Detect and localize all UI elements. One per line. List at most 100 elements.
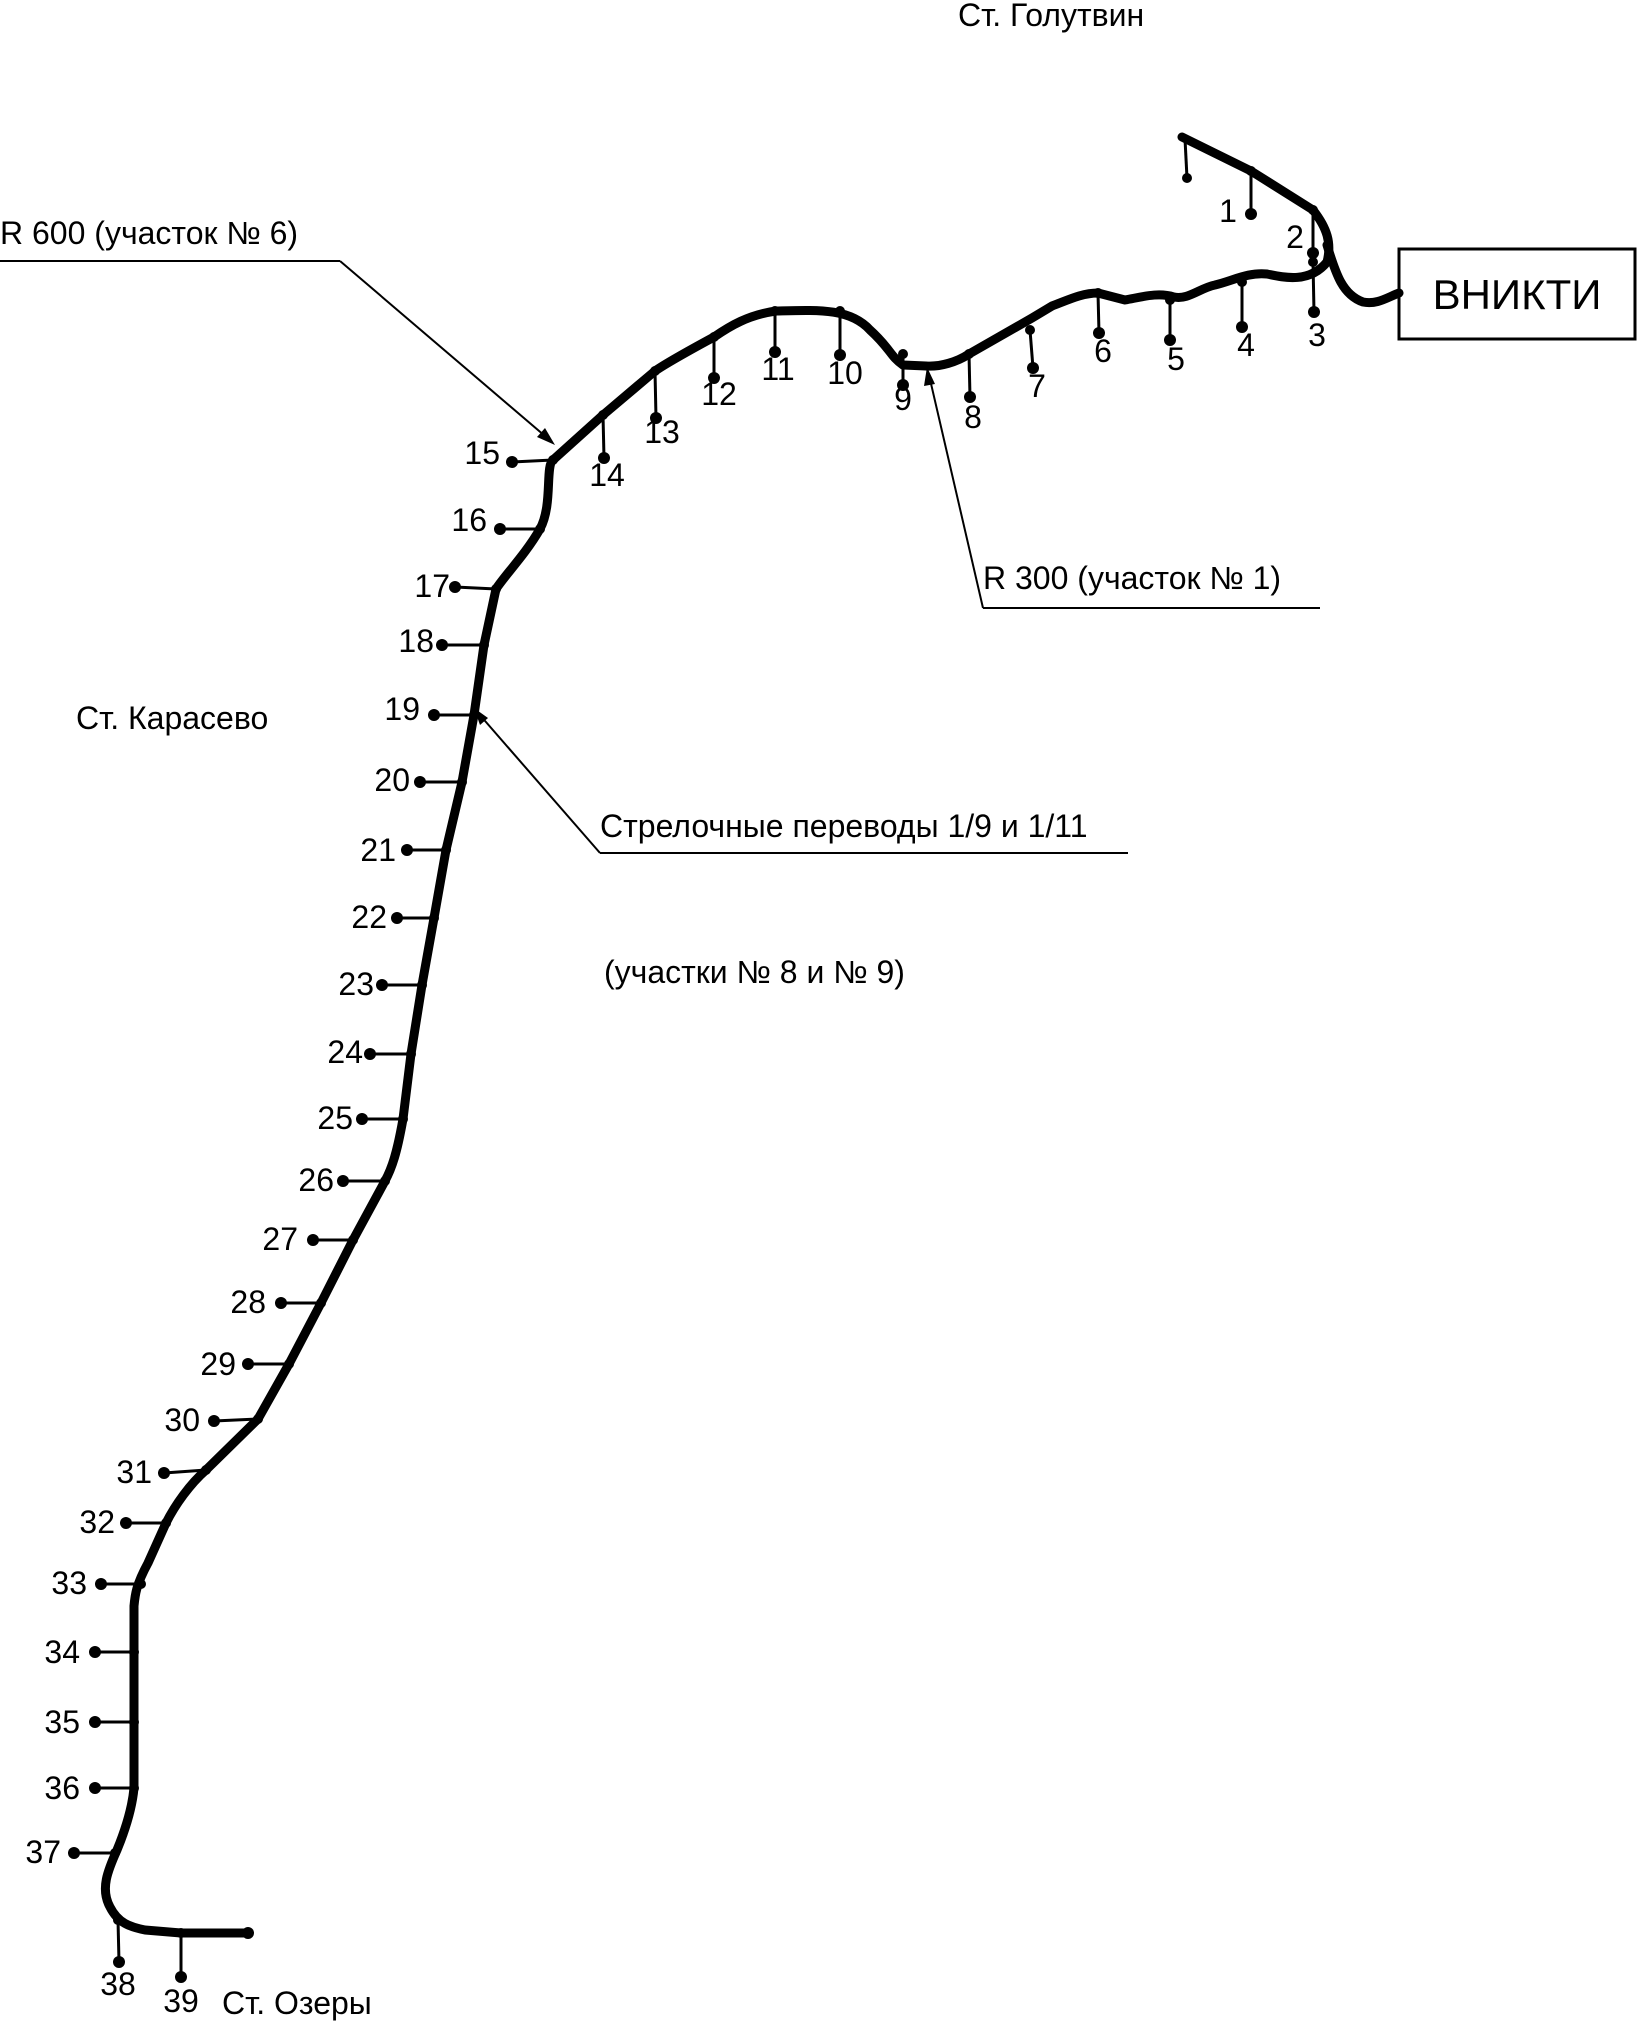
marker-point: 25	[317, 1100, 408, 1136]
marker-dot	[208, 1415, 220, 1427]
marker-number-label: 27	[262, 1221, 298, 1257]
marker-dot	[275, 1297, 287, 1309]
marker-point: 3	[1308, 257, 1326, 353]
marker-dot	[401, 844, 413, 856]
marker-point: 2	[1286, 205, 1319, 259]
marker-point: 29	[200, 1346, 294, 1382]
marker-dot	[1307, 247, 1319, 259]
marker-number-label: 17	[414, 568, 450, 604]
marker-number-label: 30	[164, 1402, 200, 1438]
marker-number-label: 19	[384, 691, 420, 727]
marker-stub	[163, 1468, 207, 1475]
marker-stub	[213, 1417, 259, 1423]
marker-stub	[1096, 292, 1101, 334]
marker-number-label: 11	[761, 351, 794, 387]
marker-number-label: 38	[100, 1966, 136, 2002]
marker-number-label: 16	[451, 502, 487, 538]
marker-number-label: 23	[338, 966, 374, 1002]
marker-stub	[511, 458, 554, 464]
marker-number-label: 26	[298, 1162, 334, 1198]
marker-dot	[1093, 327, 1105, 339]
marker-dot	[89, 1782, 101, 1794]
annotation-switches: Стрелочные переводы 1/9 и 1/11	[474, 708, 1128, 854]
marker-number-label: 8	[964, 399, 982, 435]
marker-number-label: 10	[827, 355, 863, 391]
marker-point: 1	[1219, 166, 1257, 229]
marker-dot	[506, 456, 518, 468]
marker-stub	[1311, 261, 1316, 313]
marker-point: 8	[964, 349, 982, 435]
marker-point: 34	[44, 1634, 139, 1670]
marker-dot	[769, 346, 781, 358]
marker-number-label: 35	[44, 1704, 80, 1740]
marker-dot	[428, 709, 440, 721]
marker-number-label: 37	[25, 1834, 61, 1870]
marker-point: 31	[116, 1454, 211, 1490]
marker-stub	[601, 414, 606, 459]
marker-dot	[449, 581, 461, 593]
marker-point: 39	[163, 1928, 199, 2019]
marker-dot	[964, 391, 976, 403]
track-end-node	[242, 1927, 254, 1939]
marker-number-label: 6	[1094, 333, 1112, 369]
marker-dot	[376, 979, 388, 991]
marker-number-label: 32	[79, 1504, 115, 1540]
vnikti-box	[1397, 247, 1637, 341]
marker-dot	[436, 639, 448, 651]
marker-point: 10	[827, 306, 863, 391]
marker-point: 38	[100, 1915, 136, 2002]
marker-point: 17	[414, 568, 501, 604]
marker-dot	[834, 349, 846, 361]
annotation-r300: R 300 (участок № 1)	[924, 367, 1320, 609]
marker-point: 33	[51, 1565, 146, 1601]
marker-dot	[307, 1234, 319, 1246]
marker-dot	[1308, 306, 1320, 318]
marker-dot	[356, 1113, 368, 1125]
marker-point: 27	[262, 1221, 358, 1257]
marker-number-label: 13	[644, 414, 680, 450]
marker-dot	[158, 1467, 170, 1479]
vnikti-branch	[1322, 240, 1404, 308]
marker-point: 13	[644, 366, 680, 450]
marker-dot	[414, 776, 426, 788]
marker-number-label: 15	[464, 435, 500, 471]
marker-point: 30	[164, 1402, 263, 1438]
marker-point: 9	[894, 349, 912, 417]
marker-number-label: 14	[589, 457, 625, 493]
marker-number-label: 1	[1219, 193, 1237, 229]
marker-point: 21	[360, 832, 451, 868]
marker-dot	[1245, 208, 1257, 220]
marker-point: 24	[327, 1034, 416, 1070]
vnikti-box-label: ВНИКТИ	[1433, 271, 1602, 318]
marker-number-label: 7	[1028, 368, 1046, 404]
sections-label: (участки № 8 и № 9)	[604, 954, 905, 990]
marker-dot	[95, 1578, 107, 1590]
marker-point: 14	[589, 410, 625, 493]
marker-number-label: 29	[200, 1346, 236, 1382]
marker-dot	[650, 412, 662, 424]
marker-number-label: 39	[163, 1983, 199, 2019]
marker-point: 4	[1236, 277, 1255, 363]
marker-point: 5	[1164, 295, 1185, 377]
marker-number-label: 36	[44, 1770, 80, 1806]
marker-dot	[1027, 362, 1039, 374]
marker-dot	[598, 452, 610, 464]
marker-stub	[653, 370, 658, 419]
main-track	[100, 132, 1334, 1938]
marker-point: 7	[1025, 325, 1046, 404]
marker-point: 37	[25, 1834, 120, 1870]
marker-stub	[1028, 329, 1035, 369]
marker-dot	[89, 1716, 101, 1728]
marker-point: 28	[230, 1284, 326, 1320]
station-golutvin-label: Ст. Голутвин	[958, 0, 1144, 33]
marker-point: 22	[351, 899, 439, 935]
radius-300-label: R 300 (участок № 1)	[983, 560, 1281, 596]
station-ozery-label: Ст. Озеры	[222, 1985, 372, 2021]
marker-point: 26	[298, 1162, 390, 1198]
marker-stub	[454, 585, 497, 591]
marker-number-label: 24	[327, 1034, 363, 1070]
marker-point: 12	[701, 332, 737, 412]
marker-point: 19	[384, 691, 479, 727]
track-top-end-marker	[1182, 138, 1192, 183]
